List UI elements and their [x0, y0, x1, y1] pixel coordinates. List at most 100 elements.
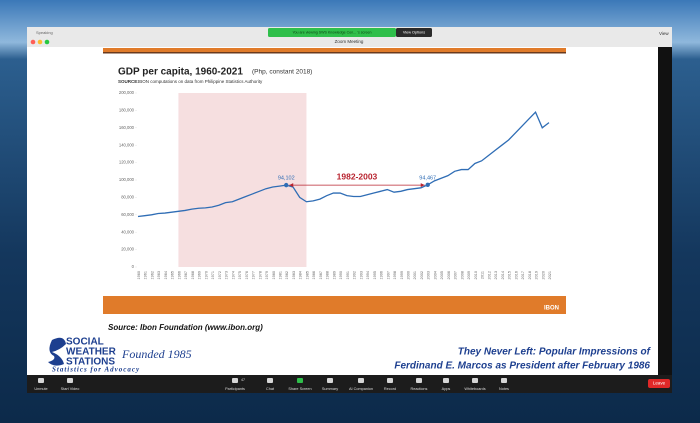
value-label: 94,467 — [419, 175, 436, 181]
x-tick-label: 2010 — [474, 271, 478, 279]
toolbar-icon[interactable] — [443, 378, 449, 383]
toolbar-icon[interactable] — [327, 378, 333, 383]
source-label: SOURCE: — [118, 79, 139, 84]
toolbar-icon[interactable] — [38, 378, 44, 383]
x-tick-label: 1996 — [380, 271, 384, 279]
minimize[interactable] — [37, 39, 43, 45]
toolbar-label[interactable]: Apps — [442, 387, 451, 391]
toolbar-label[interactable]: Summary — [322, 387, 338, 391]
point — [425, 182, 430, 188]
x-tick-label: 1963 — [157, 271, 161, 279]
x-tick-label: 1962 — [150, 271, 154, 279]
chart-title: GDP per capita, 1960-2021 — [118, 67, 243, 78]
toolbar-icon[interactable] — [297, 378, 303, 383]
toolbar-label[interactable]: Participants — [225, 387, 245, 391]
toolbar-buttons: Unmute Start Video Participants Chat Share S… — [34, 378, 509, 391]
slide-footer — [103, 296, 566, 314]
toolbar-icon[interactable] — [472, 378, 478, 383]
annotation: 1982-2003 — [337, 171, 378, 181]
x-tick-label: 1985 — [305, 271, 309, 279]
toolbar-label[interactable]: Record — [384, 387, 396, 391]
x-tick-label: 1994 — [366, 271, 370, 279]
source: IBON computations on data from Philippin… — [138, 79, 263, 84]
x-tick-label: 2018 — [528, 271, 532, 279]
arrowhead — [420, 183, 425, 188]
presentation-title: They Never Left: Popular Impressions of — [458, 347, 652, 358]
slide-top-band — [103, 48, 566, 52]
toolbar-icon[interactable] — [501, 378, 507, 383]
x-tick-label: 1968 — [191, 271, 195, 279]
toolbar-label[interactable]: AI Companion — [349, 387, 373, 391]
toolbar-label[interactable]: Start Video — [61, 387, 80, 391]
x-tick-label: 2006 — [447, 271, 451, 279]
leave[interactable]: Leave — [653, 381, 666, 386]
value-label: 94,102 — [278, 176, 295, 182]
x-tick-label: 2009 — [467, 271, 471, 279]
x-tick-label: 2005 — [440, 271, 444, 279]
toolbar-label[interactable]: Chat — [266, 387, 275, 391]
x-tick-label: 1990 — [339, 271, 343, 279]
point — [284, 182, 289, 188]
toolbar-label[interactable]: Reactions — [411, 387, 428, 391]
toolbar-label[interactable]: Share Screen — [288, 387, 311, 391]
x-tick-label: 2020 — [541, 271, 545, 279]
toolbar — [27, 375, 672, 393]
ibon-logo: IBON — [544, 306, 559, 312]
arrowhead — [289, 183, 294, 188]
window-title: Zoom Meeting — [335, 39, 364, 44]
toolbar-icon[interactable] — [416, 378, 422, 383]
x-tick-label: 2014 — [501, 271, 505, 279]
x-tick-label: 1998 — [393, 271, 397, 279]
y-tick-label: 40,000 — [121, 229, 134, 234]
toolbar-label[interactable]: Notes — [499, 387, 509, 391]
sws-founded: Founded 1985 — [121, 347, 192, 361]
x-tick-label: 2001 — [413, 271, 417, 279]
x-tick-label: 1965 — [171, 271, 175, 279]
speaking: Speaking — [36, 30, 53, 35]
x-tick-label: 1977 — [252, 271, 256, 279]
view-options-text[interactable]: View Options — [403, 31, 425, 35]
x-tick-label: 1983 — [292, 271, 296, 279]
banner — [268, 28, 396, 37]
x-tick-label: 1997 — [386, 271, 390, 279]
leave-button[interactable] — [648, 379, 670, 388]
toolbar-icon[interactable] — [387, 378, 393, 383]
x-tick-label: 1982 — [285, 271, 289, 279]
view-options[interactable] — [396, 28, 432, 37]
x-tick-label: 1989 — [332, 271, 336, 279]
x-tick-label: 2016 — [514, 271, 518, 279]
close[interactable] — [30, 39, 36, 45]
y-tick-label: 200,000 — [119, 90, 135, 95]
view[interactable]: View — [659, 31, 669, 36]
toolbar-icon[interactable] — [358, 378, 364, 383]
x-tick-label: 1984 — [299, 271, 303, 279]
x-tick-label: 1960 — [137, 271, 141, 279]
y-tick-label: 180,000 — [119, 108, 135, 113]
x-tick-label: 2000 — [407, 271, 411, 279]
slide-top-line — [103, 52, 566, 54]
sws-logo-mark — [48, 337, 66, 366]
x-tick-label: 1981 — [278, 271, 282, 279]
toolbar-icon[interactable] — [232, 378, 238, 383]
sws-name: SOCIAL — [66, 337, 104, 348]
toolbar-icon[interactable] — [67, 378, 73, 383]
x-tick-label: 1970 — [204, 271, 208, 279]
x-tick-label: 1987 — [319, 271, 323, 279]
toolbar-icon[interactable] — [267, 378, 273, 383]
gdp-line — [137, 110, 550, 218]
caption: Source: Ibon Foundation (www.ibon.org) — [108, 323, 263, 332]
x-tick-label: 2004 — [433, 271, 437, 279]
x-tick-label: 1995 — [373, 271, 377, 279]
x-tick-label: 2012 — [487, 271, 491, 279]
zoom[interactable] — [44, 39, 50, 45]
x-tick-label: 1961 — [144, 271, 148, 279]
y-tick-label: 160,000 — [119, 125, 135, 130]
toolbar-label[interactable]: Whiteboards — [464, 387, 485, 391]
sws-name: STATIONS — [66, 357, 115, 368]
x-tick-label: 1967 — [184, 271, 188, 279]
toolbar-label[interactable]: Unmute — [34, 387, 47, 391]
x-tick-label: 1992 — [353, 271, 357, 279]
x-tick-label: 1975 — [238, 271, 242, 279]
